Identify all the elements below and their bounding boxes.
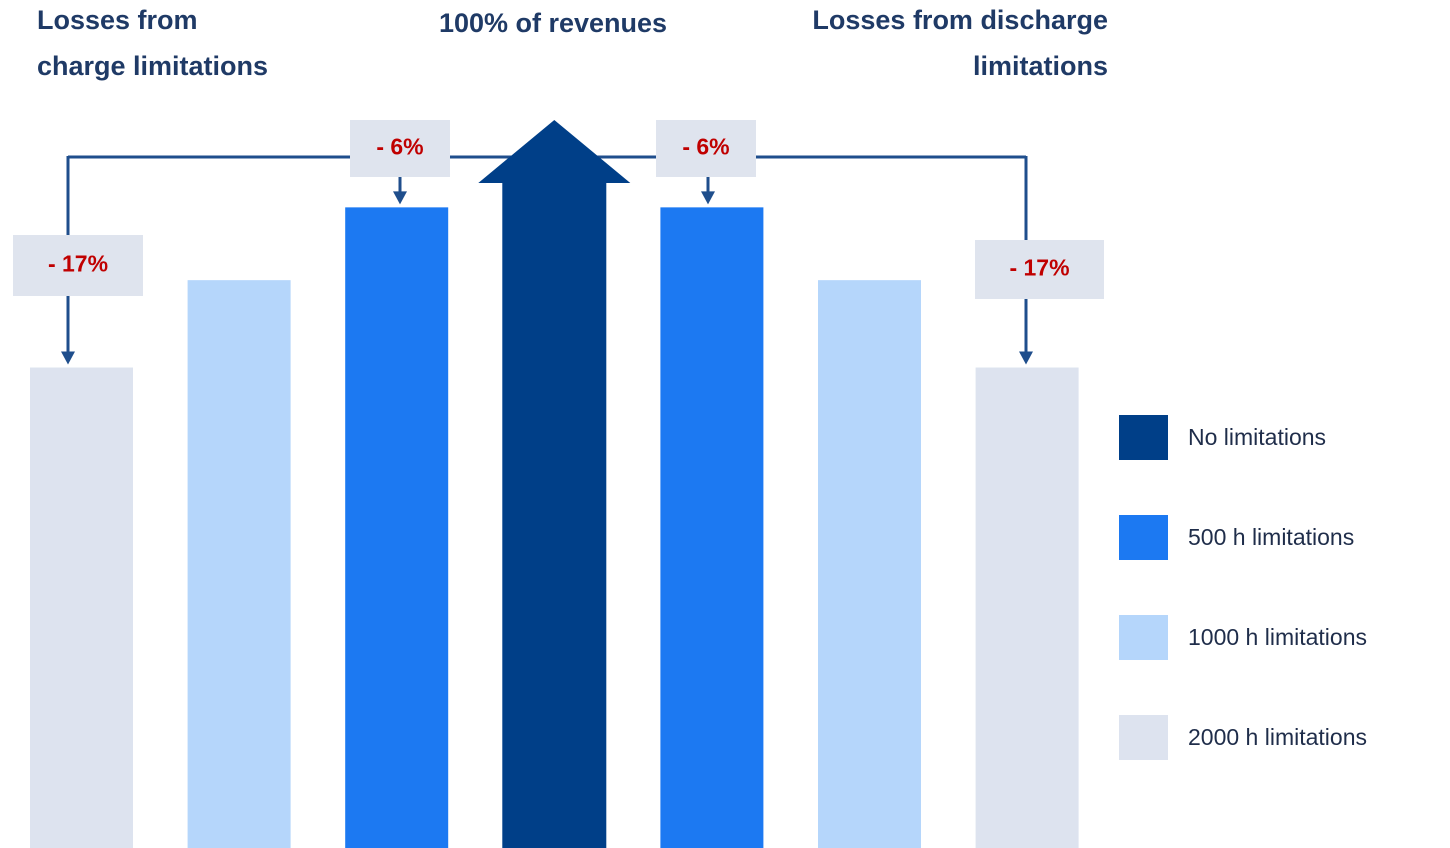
legend-swatch [1119,715,1168,760]
arrow-head [393,191,407,205]
bar [187,280,291,848]
legend-label: 2000 h limitations [1188,724,1367,750]
legend-swatch [1119,615,1168,660]
arrow-bar [478,120,631,848]
right-title-line: Losses from discharge [812,5,1108,35]
left-title-line: charge limitations [37,51,268,81]
arrow-head [61,351,75,365]
legend-swatch [1119,415,1168,460]
bar [818,280,921,848]
legend-label: 500 h limitations [1188,524,1354,550]
change-box [13,235,143,296]
change-box [975,240,1104,299]
right-title-line: limitations [973,51,1108,81]
bar [660,207,764,848]
legend-label: No limitations [1188,424,1326,450]
arrow-head [1019,351,1033,365]
legend-swatch [1119,515,1168,560]
arrow-head [701,191,715,205]
center-title: 100% of revenues [439,8,667,38]
change-box [350,120,450,177]
bar [30,367,133,848]
change-label: - 6% [376,134,423,160]
change-label: - 17% [1009,255,1069,281]
change-label: - 6% [682,134,729,160]
legend-label: 1000 h limitations [1188,624,1367,650]
bar [975,367,1079,848]
change-box [656,120,756,177]
left-title-line: Losses from [37,5,198,35]
change-label: - 17% [48,251,108,277]
bar [345,207,449,848]
